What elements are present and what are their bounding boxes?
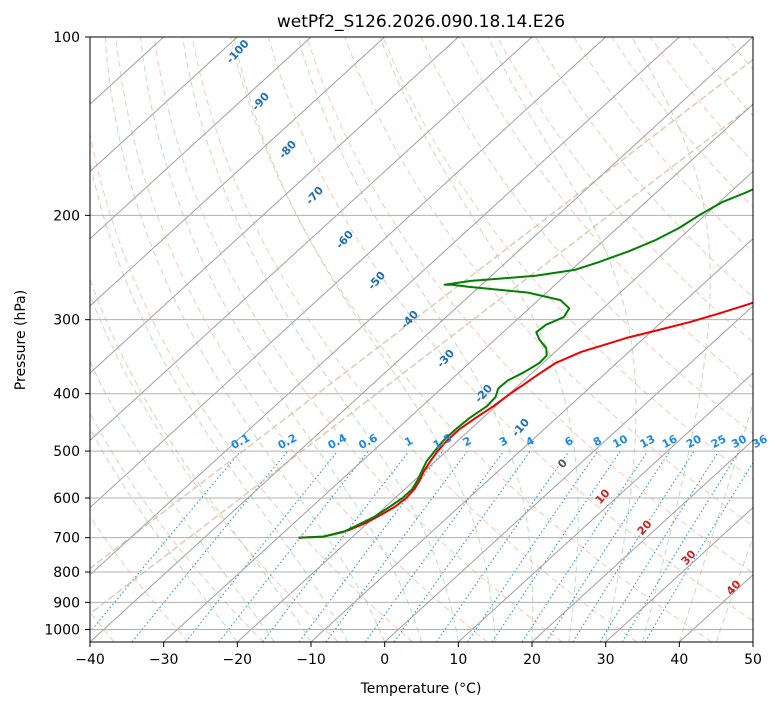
mixing-ratio-line [467,450,599,642]
isotherm-line [90,37,753,642]
mixing-ratio-lines [90,450,753,642]
y-tick-label: 900 [53,595,80,611]
isotherm-line [457,372,753,642]
isotherm-line [90,37,533,442]
mixing-ratio-line [185,450,338,642]
dry-adiabat-line [90,515,190,642]
moist-adiabats [90,37,753,642]
mixing-ratio-line [491,450,621,642]
y-axis: 100 200 300 400 500 600 700 800 900 1000 [44,30,90,638]
sounding-series [298,188,753,539]
x-tick-label: 40 [670,652,688,668]
moist-adiabat-line [233,37,496,642]
mixing-ratio-label: 10 [610,432,630,451]
dry-adiabat-line [535,37,753,298]
dry-adiabat-line [268,37,753,622]
temperature-profile-line [298,301,753,539]
isobar-gridlines [90,37,753,630]
mixing-ratio-line [572,450,695,642]
y-tick-label: 300 [53,313,80,329]
x-tick-label: 50 [744,652,762,668]
mixing-ratio-label: 36 [750,432,770,451]
x-tick-label: −20 [223,652,253,668]
mixing-ratio-line [325,450,468,642]
x-axis: −40 −30 −20 −10 0 10 20 30 40 50 [75,642,762,668]
isotherm-line [90,37,238,173]
dry-adiabat-line [191,37,638,642]
moist-adiabat-line [90,160,349,642]
mixing-ratio-line [364,450,505,642]
dry-adiabat-line [90,131,414,642]
mixing-ratio-line [131,450,288,642]
y-tick-label: 700 [53,531,80,547]
mixing-ratio-line [621,450,740,642]
isotherm-line [90,37,607,509]
isotherm-line [236,170,753,642]
moist-adiabat-line [90,427,238,642]
moist-adiabat-line [715,535,753,642]
moist-adiabat-line [297,37,534,642]
moist-adiabat-line [631,37,711,642]
mixing-ratio-line [435,450,570,642]
isotherm-line [384,305,753,642]
y-tick-label: 200 [53,208,80,224]
mixing-ratio-label: 13 [638,432,658,451]
y-tick-label: 800 [53,565,80,581]
moist-adiabat-line [90,360,275,642]
x-tick-label: 10 [449,652,467,668]
x-tick-label: 20 [523,652,541,668]
moist-adiabat-line [678,401,753,642]
x-tick-label: −10 [296,652,326,668]
mixing-ratio-line [521,450,649,642]
isotherm-gridlines [90,37,753,642]
mixing-ratio-label: 20 [684,432,704,451]
isotherm-line [163,103,753,642]
y-tick-label: 100 [53,30,80,46]
x-axis-title: Temperature (°C) [360,681,482,697]
mixing-ratio-line [90,450,242,633]
x-tick-label: −40 [75,652,105,668]
y-axis-title: Pressure (hPa) [13,290,29,390]
dry-adiabat-line [115,37,488,642]
chart-title: wetPf2_S126.2026.090.18.14.E26 [277,12,565,32]
y-tick-label: 1000 [44,622,80,638]
y-tick-label: 400 [53,387,80,403]
dry-adiabat-line [382,37,753,481]
mixing-ratio-label: 25 [709,432,729,451]
moist-adiabat-line [140,37,422,642]
reference-curve [90,103,753,615]
y-tick-label: 600 [53,491,80,507]
isotherm-line [531,439,753,642]
mixing-ratio-label: 16 [660,432,680,451]
x-tick-label: 0 [380,652,389,668]
isotherm-line [90,37,680,576]
moist-adiabat-line [487,37,637,642]
moist-adiabat-line [182,37,459,642]
isotherm-line [90,37,459,374]
dry-adiabat-line [496,37,753,344]
x-tick-label: 30 [597,652,615,668]
isotherm-line [310,237,753,642]
y-tick-label: 500 [53,444,80,460]
dewpoint-profile-line [298,188,753,539]
dry-adiabat-line [90,412,264,642]
mixing-ratio-label: 30 [729,432,749,451]
mixing-ratio-line [545,450,671,642]
isotherm-line [605,506,753,642]
mixing-ratio-line [262,450,410,642]
dry-adiabat-line [306,37,753,574]
plot-frame [89,36,754,643]
moist-adiabat-line [104,37,386,642]
isotherm-line [90,37,312,240]
isotherm-line [90,37,386,307]
x-tick-label: −30 [149,652,179,668]
moist-adiabat-line [379,37,579,642]
dry-adiabat-line [153,37,563,642]
